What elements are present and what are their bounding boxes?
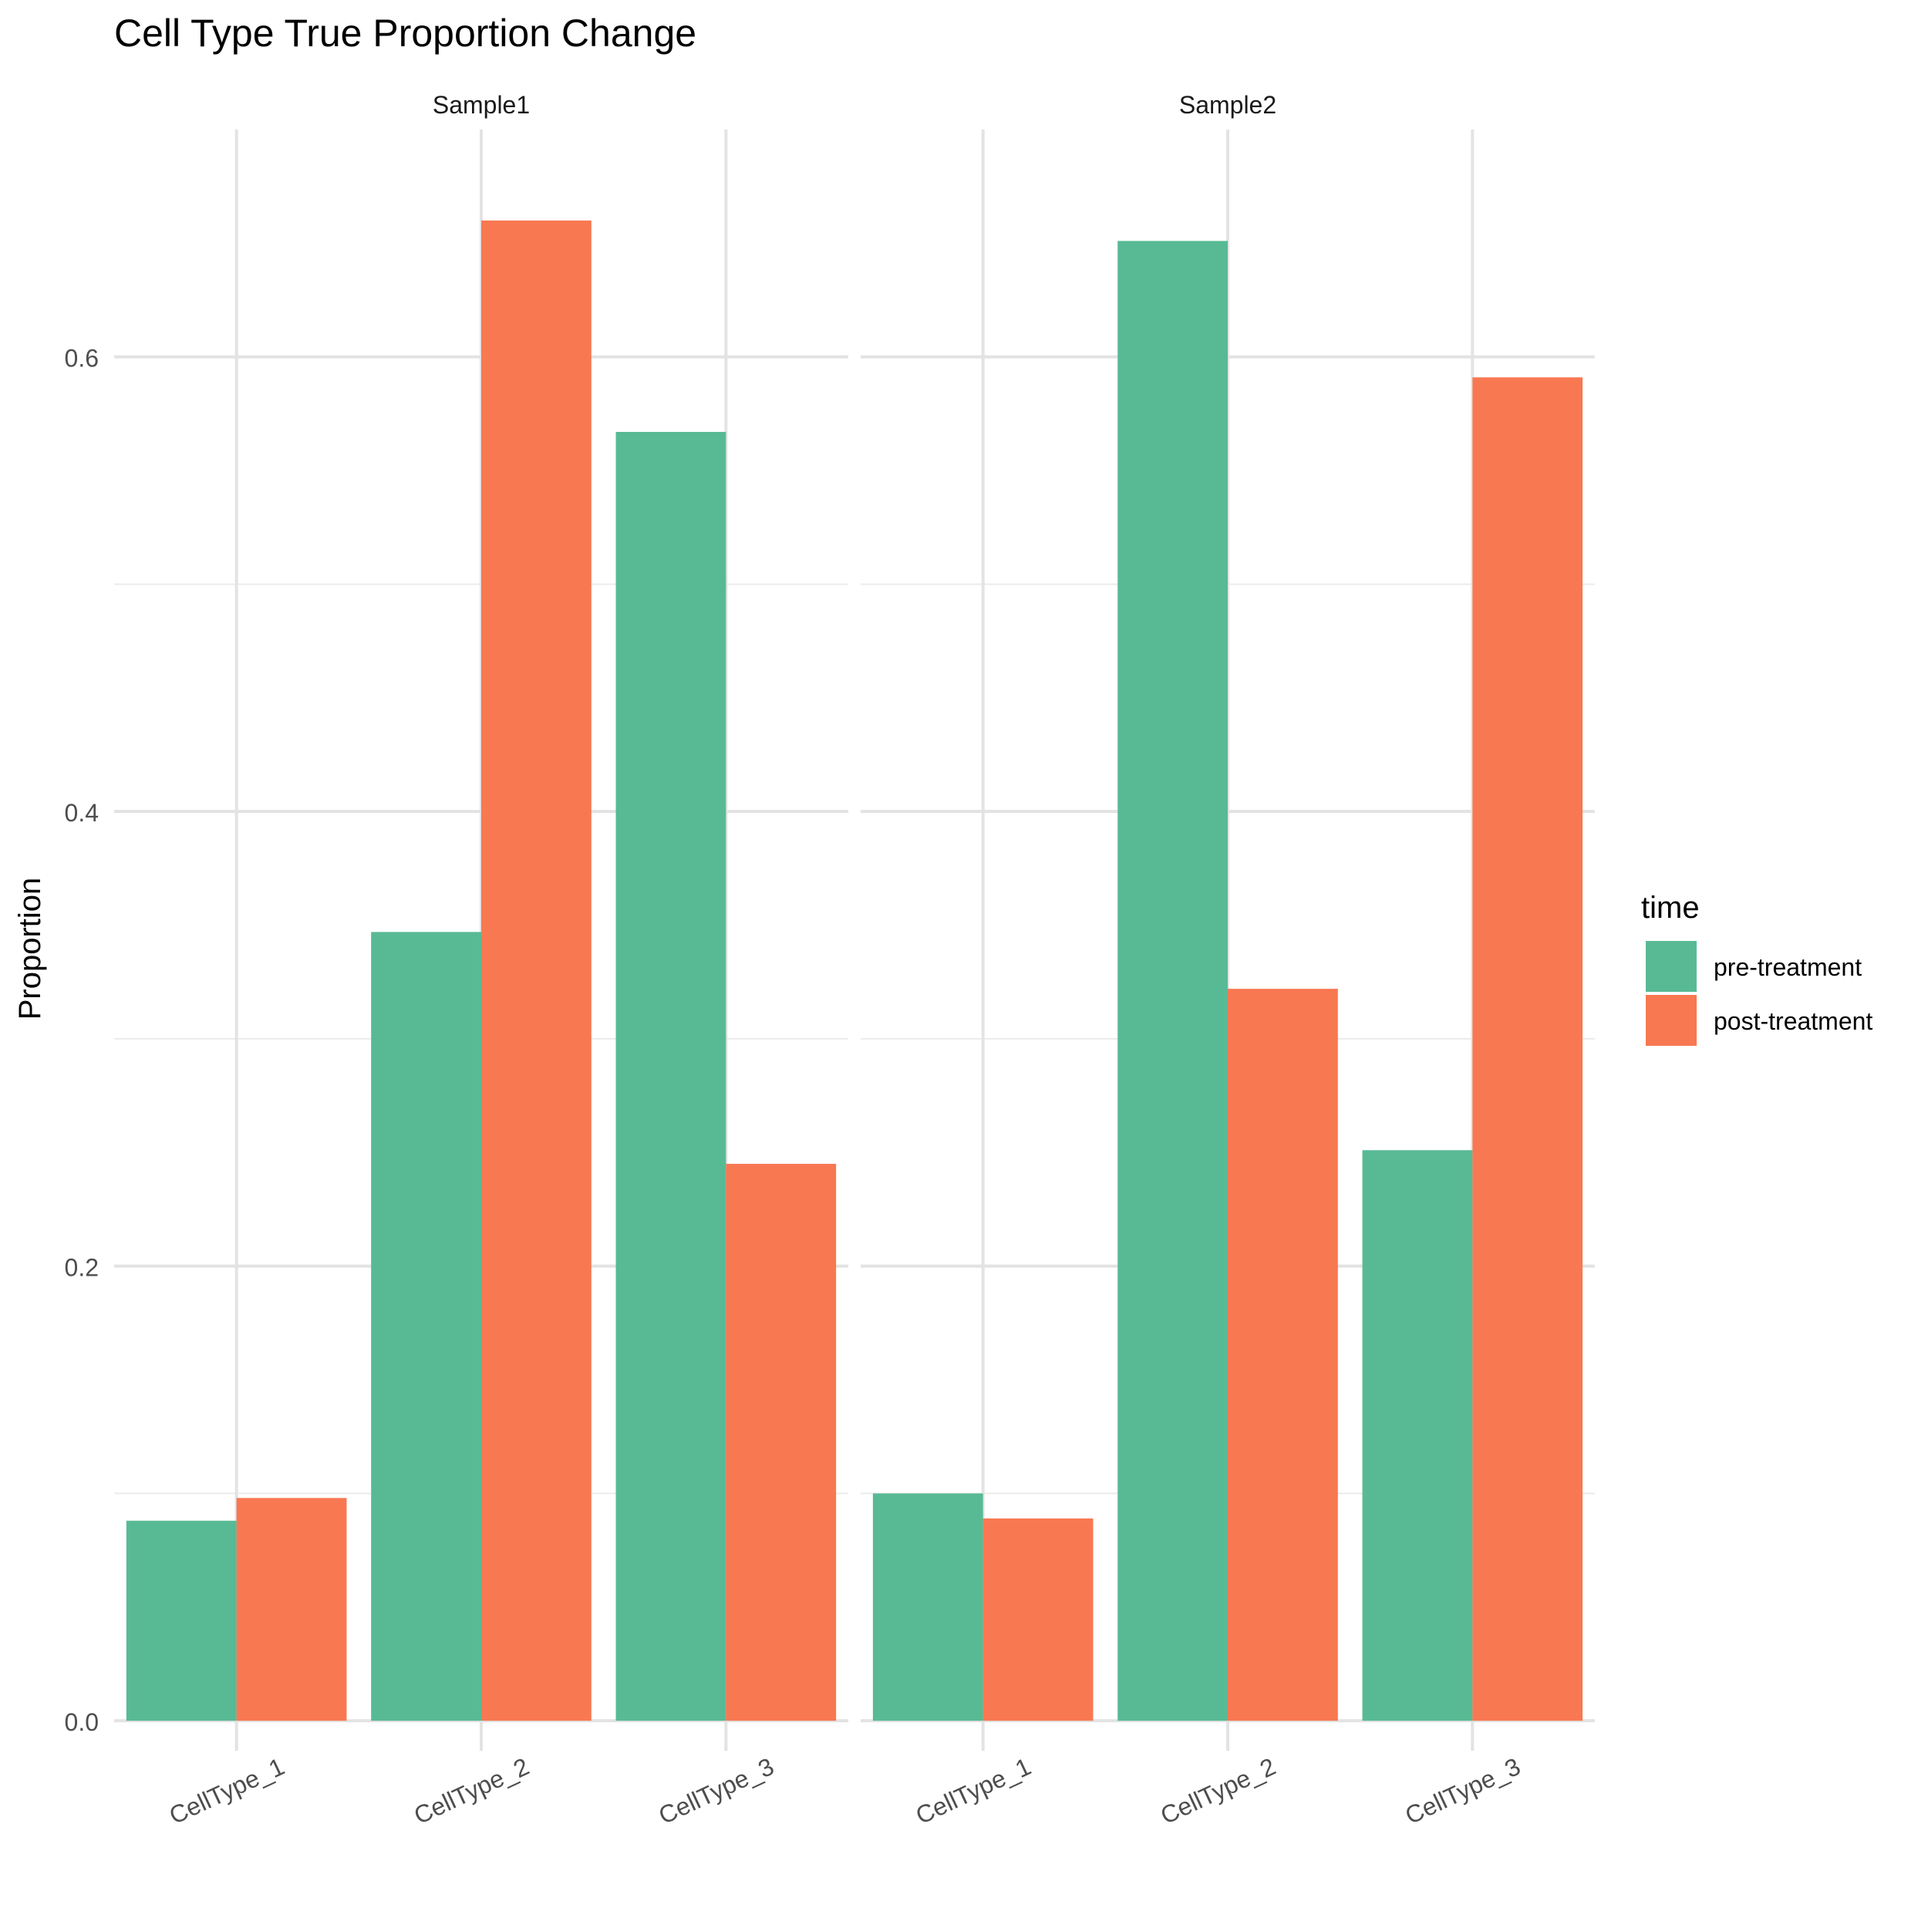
facet-strip-label: Sample2 xyxy=(1179,91,1276,119)
bar-post-treatment-celltype-2 xyxy=(481,220,592,1721)
facet-strip-label: Sample1 xyxy=(433,91,530,119)
legend-key-post-treatment xyxy=(1646,995,1697,1046)
bar-pre-treatment-celltype-1 xyxy=(126,1520,237,1721)
legend-title: time xyxy=(1641,891,1700,925)
chart-title: Cell Type True Proportion Change xyxy=(114,12,696,55)
y-tick-label: 0.0 xyxy=(65,1708,99,1736)
bar-pre-treatment-celltype-3 xyxy=(1362,1150,1473,1721)
bar-pre-treatment-celltype-2 xyxy=(371,932,481,1721)
bar-pre-treatment-celltype-3 xyxy=(615,431,726,1721)
bar-post-treatment-celltype-1 xyxy=(983,1518,1094,1721)
bar-post-treatment-celltype-2 xyxy=(1228,989,1338,1721)
bar-pre-treatment-celltype-2 xyxy=(1117,241,1228,1721)
y-tick-label: 0.6 xyxy=(65,345,99,373)
y-axis-label: Proportion xyxy=(13,878,47,1020)
legend-key-pre-treatment xyxy=(1646,941,1697,992)
y-tick-label: 0.4 xyxy=(65,799,99,827)
bar-pre-treatment-celltype-1 xyxy=(872,1493,983,1721)
legend-label-pre-treatment: pre-treatment xyxy=(1714,953,1862,981)
legend: pre-treatment post-treatment xyxy=(1646,941,1872,1046)
legend-label-post-treatment: post-treatment xyxy=(1714,1007,1872,1035)
y-tick-label: 0.2 xyxy=(65,1254,99,1282)
bar-post-treatment-celltype-1 xyxy=(236,1498,347,1721)
bar-post-treatment-celltype-3 xyxy=(726,1164,837,1721)
bar-post-treatment-celltype-3 xyxy=(1472,377,1583,1721)
